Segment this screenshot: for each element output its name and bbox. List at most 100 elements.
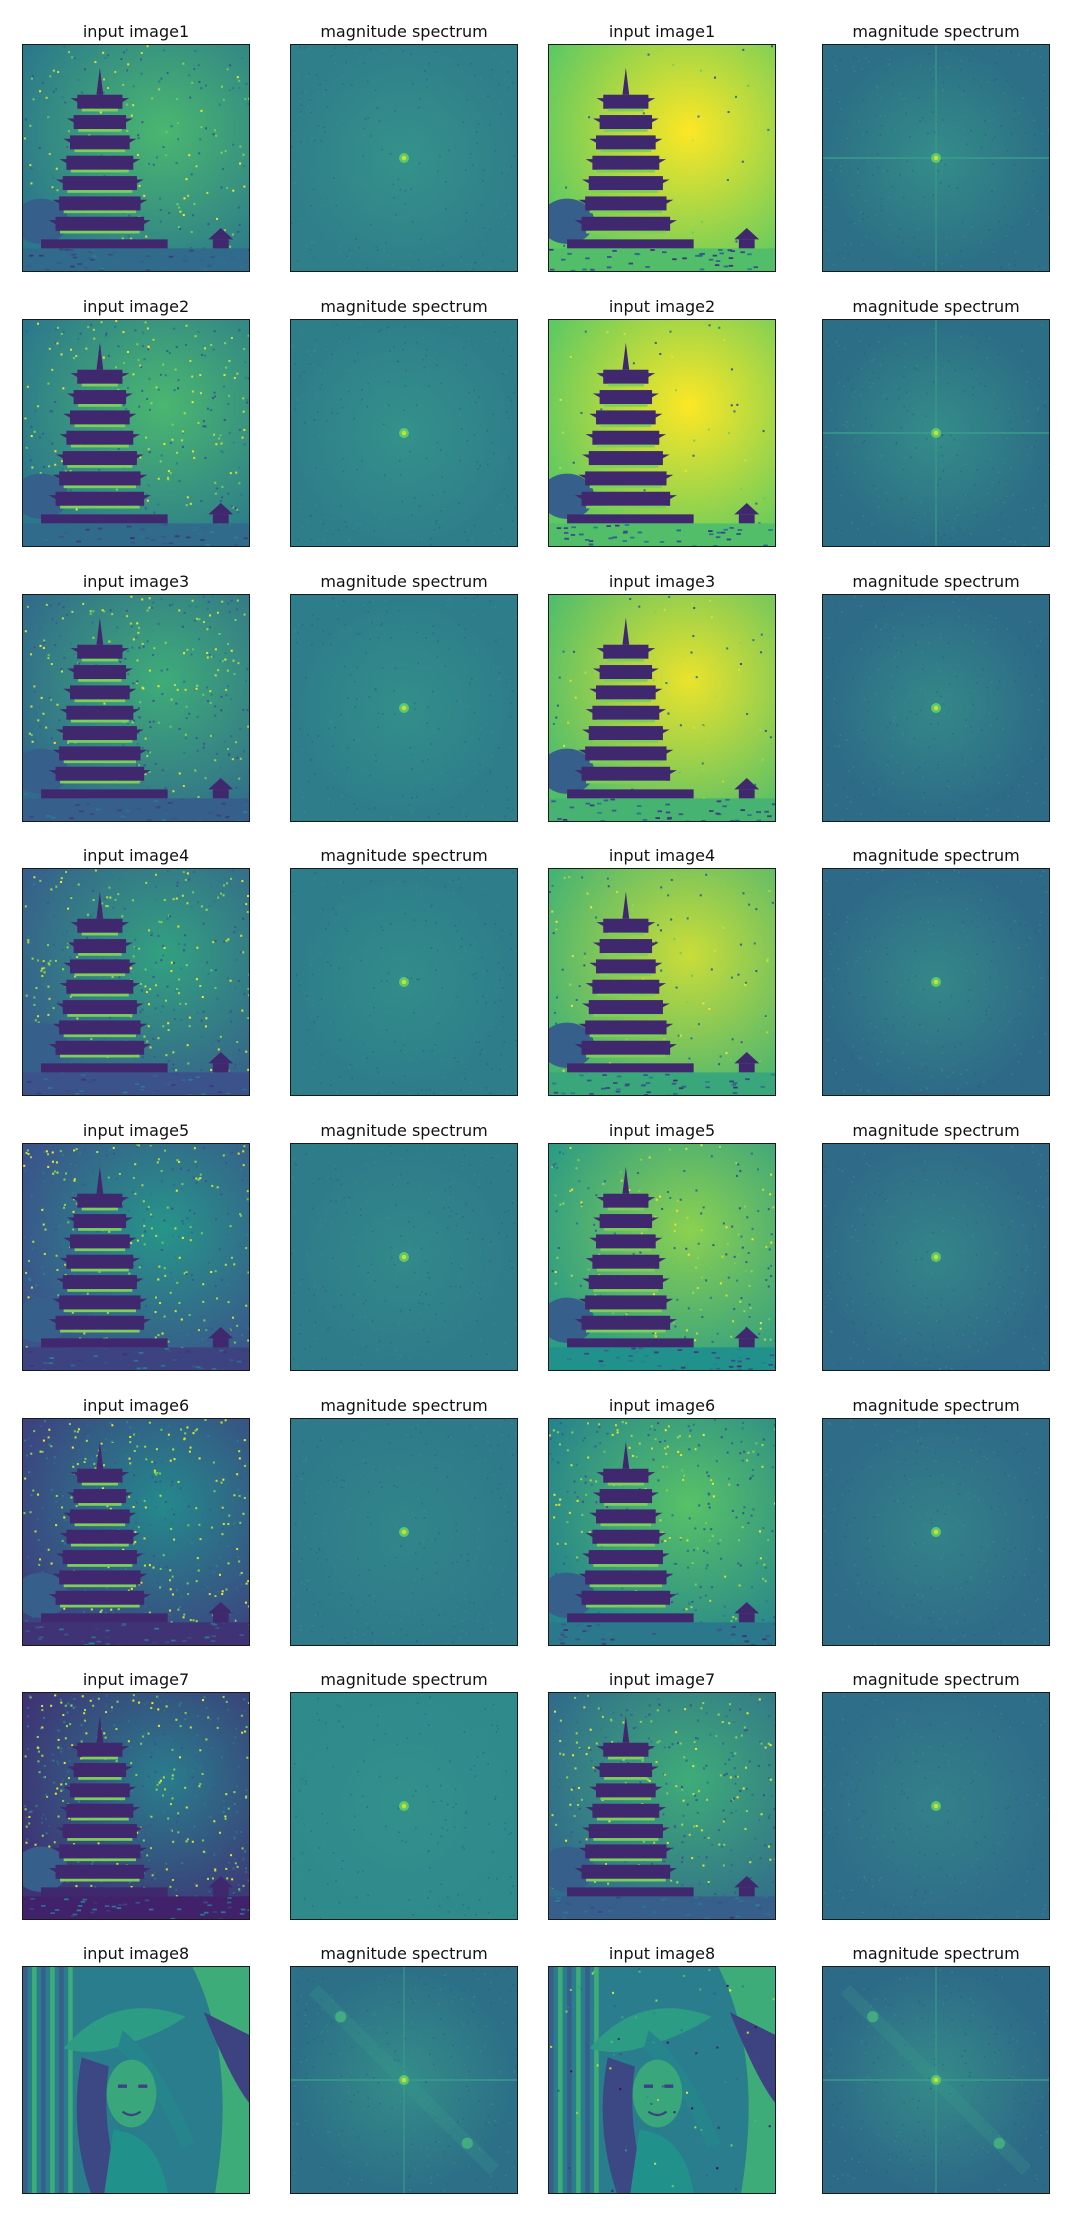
input-image-panel: input image2 xyxy=(548,297,776,547)
magnitude-spectrum-image xyxy=(822,1143,1050,1371)
trees-shape xyxy=(23,473,69,519)
panel-title: input image4 xyxy=(82,846,190,865)
spectrum-panel: magnitude spectrum xyxy=(290,846,518,1096)
magnitude-spectrum-image xyxy=(822,868,1050,1096)
spectrum-panel: magnitude spectrum xyxy=(822,846,1050,1096)
panel-title: input image7 xyxy=(608,1670,716,1689)
input-image-panel: input image6 xyxy=(22,1396,250,1646)
panel-title: magnitude spectrum xyxy=(852,1396,1020,1415)
panel-title: input image2 xyxy=(82,297,190,316)
panel-title: input image4 xyxy=(608,846,716,865)
input-image-panel: input image2 xyxy=(22,297,250,547)
spectrum-panel: magnitude spectrum xyxy=(290,1121,518,1371)
pagoda-image xyxy=(548,1143,776,1371)
spectrum-panel: magnitude spectrum xyxy=(822,1944,1050,2194)
spectrum-panel: magnitude spectrum xyxy=(822,297,1050,547)
magnitude-spectrum-image xyxy=(822,44,1050,272)
spectrum-panel: magnitude spectrum xyxy=(822,22,1050,272)
input-image-panel: input image4 xyxy=(22,846,250,1096)
pagoda-image xyxy=(548,319,776,547)
input-image-panel: input image7 xyxy=(22,1670,250,1920)
trees-shape xyxy=(549,198,595,244)
input-image-panel: input image1 xyxy=(22,22,250,272)
magnitude-spectrum-image xyxy=(290,44,518,272)
magnitude-spectrum-image xyxy=(822,1692,1050,1920)
pagoda-image xyxy=(22,594,250,822)
spectrum-panel: magnitude spectrum xyxy=(290,22,518,272)
panel-title: input image7 xyxy=(82,1670,190,1689)
panel-title: magnitude spectrum xyxy=(320,1121,488,1140)
input-image-panel: input image6 xyxy=(548,1396,776,1646)
spectrum-panel: magnitude spectrum xyxy=(290,297,518,547)
input-image-panel: input image3 xyxy=(22,572,250,822)
spectrum-panel: magnitude spectrum xyxy=(822,1396,1050,1646)
panel-title: input image2 xyxy=(608,297,716,316)
input-image-panel: input image5 xyxy=(22,1121,250,1371)
panel-title: magnitude spectrum xyxy=(320,22,488,41)
pagoda-image xyxy=(548,1418,776,1646)
panel-title: magnitude spectrum xyxy=(852,1121,1020,1140)
panel-title: input image3 xyxy=(608,572,716,591)
pagoda-image xyxy=(22,868,250,1096)
input-image-panel: input image1 xyxy=(548,22,776,272)
spectrum-panel: magnitude spectrum xyxy=(290,1670,518,1920)
spectrum-panel: magnitude spectrum xyxy=(290,572,518,822)
pagoda-image xyxy=(22,1418,250,1646)
panel-title: magnitude spectrum xyxy=(852,1944,1020,1963)
panel-title: input image5 xyxy=(82,1121,190,1140)
spectrum-panel: magnitude spectrum xyxy=(822,572,1050,822)
panel-title: input image3 xyxy=(82,572,190,591)
magnitude-spectrum-image xyxy=(822,319,1050,547)
input-image-panel: input image3 xyxy=(548,572,776,822)
panel-title: input image8 xyxy=(82,1944,190,1963)
trees-shape xyxy=(549,473,595,519)
magnitude-spectrum-image xyxy=(290,868,518,1096)
magnitude-spectrum-image xyxy=(290,1692,518,1920)
panel-title: magnitude spectrum xyxy=(852,1670,1020,1689)
pagoda-image xyxy=(548,44,776,272)
pagoda-image xyxy=(22,319,250,547)
magnitude-spectrum-image xyxy=(822,594,1050,822)
spectrum-panel: magnitude spectrum xyxy=(290,1396,518,1646)
pagoda-image xyxy=(22,44,250,272)
trees-shape xyxy=(549,1846,595,1892)
input-image-panel: input image5 xyxy=(548,1121,776,1371)
magnitude-spectrum-image xyxy=(290,1966,518,2194)
panel-title: magnitude spectrum xyxy=(320,297,488,316)
pagoda-image xyxy=(22,1692,250,1920)
portrait-image xyxy=(22,1966,250,2194)
trees-shape xyxy=(23,1572,69,1618)
trees-shape xyxy=(23,748,69,794)
panel-title: magnitude spectrum xyxy=(852,22,1020,41)
magnitude-spectrum-image xyxy=(822,1966,1050,2194)
magnitude-spectrum-image xyxy=(822,1418,1050,1646)
magnitude-spectrum-image xyxy=(290,594,518,822)
spectrum-panel: magnitude spectrum xyxy=(822,1121,1050,1371)
pagoda-image xyxy=(548,868,776,1096)
pagoda-image xyxy=(548,1692,776,1920)
trees-shape xyxy=(549,1297,595,1343)
panel-title: magnitude spectrum xyxy=(852,846,1020,865)
spectrum-panel: magnitude spectrum xyxy=(822,1670,1050,1920)
trees-shape xyxy=(549,1022,595,1068)
trees-shape xyxy=(23,1297,69,1343)
input-image-panel: input image7 xyxy=(548,1670,776,1920)
magnitude-spectrum-image xyxy=(290,319,518,547)
panel-title: input image8 xyxy=(608,1944,716,1963)
panel-title: input image1 xyxy=(82,22,190,41)
pagoda-image xyxy=(548,594,776,822)
trees-shape xyxy=(549,1572,595,1618)
magnitude-spectrum-image xyxy=(290,1143,518,1371)
input-image-panel: input image4 xyxy=(548,846,776,1096)
input-image-panel: input image8 xyxy=(22,1944,250,2194)
trees-shape xyxy=(23,198,69,244)
panel-title: magnitude spectrum xyxy=(852,297,1020,316)
spectrum-panel: magnitude spectrum xyxy=(290,1944,518,2194)
panel-title: input image5 xyxy=(608,1121,716,1140)
panel-title: input image1 xyxy=(608,22,716,41)
input-image-panel: input image8 xyxy=(548,1944,776,2194)
trees-shape xyxy=(23,1022,69,1068)
trees-shape xyxy=(23,1846,69,1892)
panel-title: magnitude spectrum xyxy=(320,1670,488,1689)
panel-title: input image6 xyxy=(608,1396,716,1415)
